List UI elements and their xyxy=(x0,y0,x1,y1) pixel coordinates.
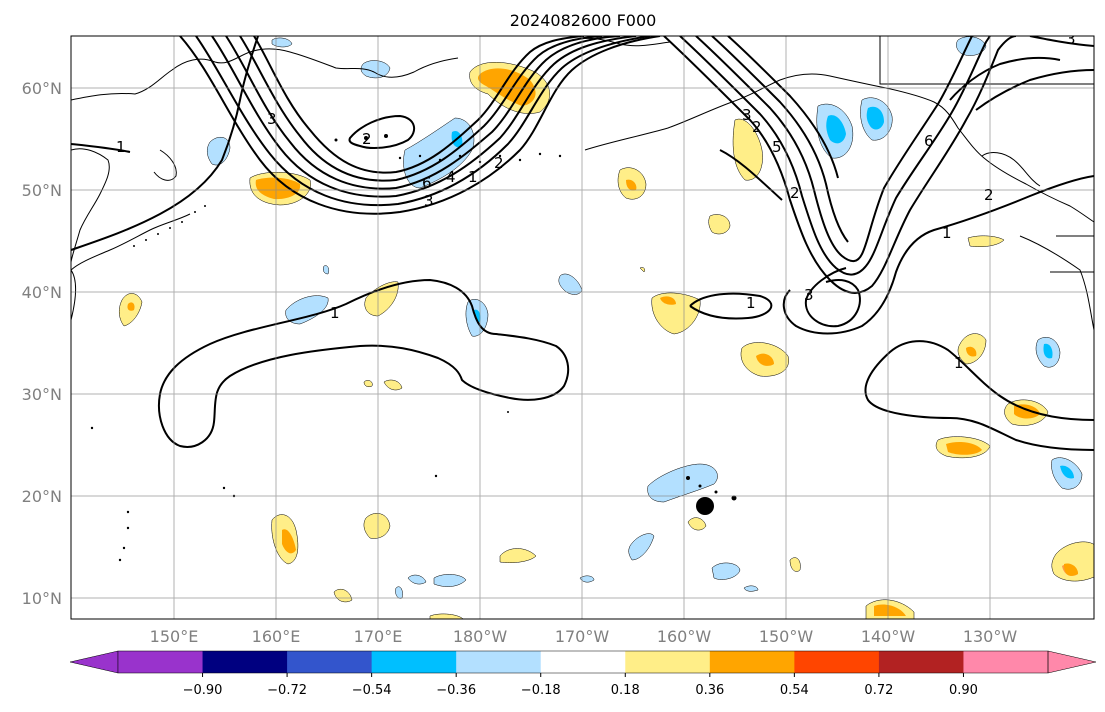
colorbar-segment xyxy=(287,651,373,673)
contour-label: 2 xyxy=(752,118,762,136)
contour-label: 3 xyxy=(267,110,277,128)
contour-label: 6 xyxy=(422,174,432,192)
lon-label: 130°W xyxy=(963,627,1018,646)
lat-label: 60°N xyxy=(22,79,62,98)
colorbar-tick-label: −0.36 xyxy=(436,683,476,698)
lat-label: 30°N xyxy=(22,385,62,404)
contour-label: 1 xyxy=(746,294,756,312)
lat-label: 50°N xyxy=(22,181,62,200)
lon-label: 150°E xyxy=(150,627,199,646)
colorbar-frame xyxy=(117,650,1049,674)
gridlines xyxy=(71,36,1094,619)
contour-label: 1 xyxy=(942,224,952,242)
lon-label: 160°W xyxy=(657,627,712,646)
location-marker xyxy=(696,497,714,515)
colorbar-tick-label: 0.18 xyxy=(611,683,640,698)
islands xyxy=(90,134,737,562)
colorbar-tick-label: −0.90 xyxy=(183,683,223,698)
figure-title: 2024082600 F000 xyxy=(510,11,657,30)
longitude-labels: 150°E 160°E 170°E 180°W 170°W 160°W 150°… xyxy=(150,627,1018,646)
contour-label: 1 xyxy=(116,138,126,156)
colorbar-tick-label: 0.72 xyxy=(864,683,893,698)
contour-label: 3 xyxy=(804,286,814,304)
contour-label: 3 xyxy=(742,106,752,124)
lon-label: 170°W xyxy=(555,627,610,646)
contour-label: 3 xyxy=(424,192,434,210)
colorbar-tick-label: 0.36 xyxy=(695,683,724,698)
contour-label: 5 xyxy=(772,138,782,156)
contour-label: 1 xyxy=(954,354,964,372)
lon-label: 160°E xyxy=(252,627,301,646)
colorbar-segment xyxy=(709,651,795,673)
contour-lines xyxy=(71,36,1094,451)
lon-label: 150°W xyxy=(759,627,814,646)
lat-label: 40°N xyxy=(22,283,62,302)
colorbar-extend-low xyxy=(69,650,119,674)
lon-label: 170°E xyxy=(354,627,403,646)
map-panel: 1 3 2 6 4 2 3 1 1 3 5 2 6 2 3 1 1 1 2 3 xyxy=(71,30,1094,619)
contour-label: 2 xyxy=(790,184,800,202)
contour-label: 1 xyxy=(468,168,478,186)
contour-label: 2 xyxy=(984,186,994,204)
contour-label: 6 xyxy=(924,132,934,150)
contour-label: 4 xyxy=(446,168,456,186)
colorbar-tick-label: −0.18 xyxy=(521,683,561,698)
colorbar-segment xyxy=(371,651,457,673)
colorbar-segment xyxy=(794,651,880,673)
colorbar-segment xyxy=(963,651,1049,673)
contour-label: 2 xyxy=(494,154,504,172)
contour-label: 1 xyxy=(330,304,340,322)
latitude-labels: 10°N 20°N 30°N 40°N 50°N 60°N xyxy=(22,79,62,608)
lat-label: 10°N xyxy=(22,589,62,608)
colorbar-tick-label: −0.72 xyxy=(267,683,307,698)
colorbar-tick-label: 0.90 xyxy=(949,683,978,698)
contour-label-group: 1 3 2 6 4 2 3 1 1 3 5 2 6 2 3 1 1 1 2 3 xyxy=(116,30,1076,372)
contour-label: 3 xyxy=(1066,30,1076,48)
colorbar-segment xyxy=(540,651,626,673)
colorbar-segment xyxy=(202,651,288,673)
lon-label: 140°W xyxy=(861,627,916,646)
colorbar: −0.90 −0.72 −0.54 −0.36 −0.18 0.18 0.36 0.54 0.7… xyxy=(69,650,1097,698)
lon-label: 180°W xyxy=(453,627,508,646)
colorbar-segment xyxy=(456,651,542,673)
colorbar-segment xyxy=(118,651,204,673)
colorbar-tick-label: −0.54 xyxy=(352,683,392,698)
contour-label: 2 xyxy=(362,130,372,148)
map-frame xyxy=(70,35,1095,620)
lat-label: 20°N xyxy=(22,487,62,506)
colorbar-extend-high xyxy=(1047,650,1097,674)
colorbar-segment xyxy=(878,651,964,673)
colorbar-segment xyxy=(625,651,711,673)
colorbar-tick-label: 0.54 xyxy=(780,683,809,698)
